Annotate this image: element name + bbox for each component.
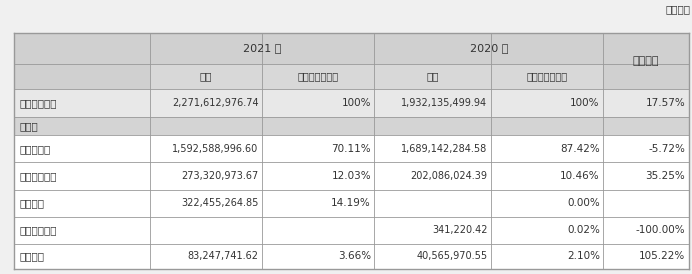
Bar <box>14 116 689 135</box>
Text: 3.66%: 3.66% <box>338 251 371 261</box>
Text: 202,086,024.39: 202,086,024.39 <box>410 171 487 181</box>
Text: 70.11%: 70.11% <box>331 144 371 154</box>
Text: -100.00%: -100.00% <box>635 225 685 235</box>
Text: 2,271,612,976.74: 2,271,612,976.74 <box>172 98 259 108</box>
Bar <box>603 33 689 89</box>
Text: 金额: 金额 <box>199 72 212 81</box>
Bar <box>14 135 689 162</box>
Bar <box>14 217 689 244</box>
Text: 2.10%: 2.10% <box>567 251 600 261</box>
Bar <box>491 64 603 89</box>
Text: -5.72%: -5.72% <box>648 144 685 154</box>
Text: 83,247,741.62: 83,247,741.62 <box>188 251 259 261</box>
Text: 其他业务: 其他业务 <box>19 251 44 261</box>
Text: 1,592,588,996.60: 1,592,588,996.60 <box>172 144 259 154</box>
Text: 17.57%: 17.57% <box>646 98 685 108</box>
Bar <box>14 162 689 190</box>
Bar <box>374 64 491 89</box>
Text: 12.03%: 12.03% <box>331 171 371 181</box>
Text: 1,689,142,284.58: 1,689,142,284.58 <box>401 144 487 154</box>
Text: 复合材料: 复合材料 <box>19 198 44 208</box>
Bar <box>14 244 689 269</box>
Text: 105.22%: 105.22% <box>639 251 685 261</box>
Text: 金额: 金额 <box>426 72 439 81</box>
Bar <box>262 64 374 89</box>
Text: 0.00%: 0.00% <box>567 198 600 208</box>
Text: 100%: 100% <box>570 98 600 108</box>
Text: 10.46%: 10.46% <box>560 171 600 181</box>
Text: 2021 年: 2021 年 <box>243 43 281 53</box>
Text: 轮胎加工销售: 轮胎加工销售 <box>19 225 57 235</box>
Text: 分行业: 分行业 <box>19 121 38 131</box>
Text: 100%: 100% <box>341 98 371 108</box>
Text: 单位：元: 单位：元 <box>666 4 691 14</box>
Bar <box>14 190 689 217</box>
Text: 341,220.42: 341,220.42 <box>432 225 487 235</box>
Text: 占营业收入比重: 占营业收入比重 <box>527 72 567 81</box>
Text: 35.25%: 35.25% <box>646 171 685 181</box>
Text: 273,320,973.67: 273,320,973.67 <box>181 171 259 181</box>
Bar <box>149 33 374 64</box>
Text: 胶粘剂行业: 胶粘剂行业 <box>19 144 51 154</box>
Text: 14.19%: 14.19% <box>331 198 371 208</box>
Text: 1,932,135,499.94: 1,932,135,499.94 <box>401 98 487 108</box>
Text: 电子产品服务: 电子产品服务 <box>19 171 57 181</box>
Text: 40,565,970.55: 40,565,970.55 <box>416 251 487 261</box>
Bar <box>14 33 149 89</box>
Text: 同比增减: 同比增减 <box>632 56 659 66</box>
Bar <box>14 89 689 116</box>
Text: 87.42%: 87.42% <box>560 144 600 154</box>
Text: 2020 年: 2020 年 <box>470 43 508 53</box>
Text: 营业收入合计: 营业收入合计 <box>19 98 57 108</box>
Text: 占营业收入比重: 占营业收入比重 <box>298 72 339 81</box>
Bar <box>374 33 603 64</box>
Text: 322,455,264.85: 322,455,264.85 <box>181 198 259 208</box>
Text: 0.02%: 0.02% <box>567 225 600 235</box>
Bar <box>149 64 262 89</box>
